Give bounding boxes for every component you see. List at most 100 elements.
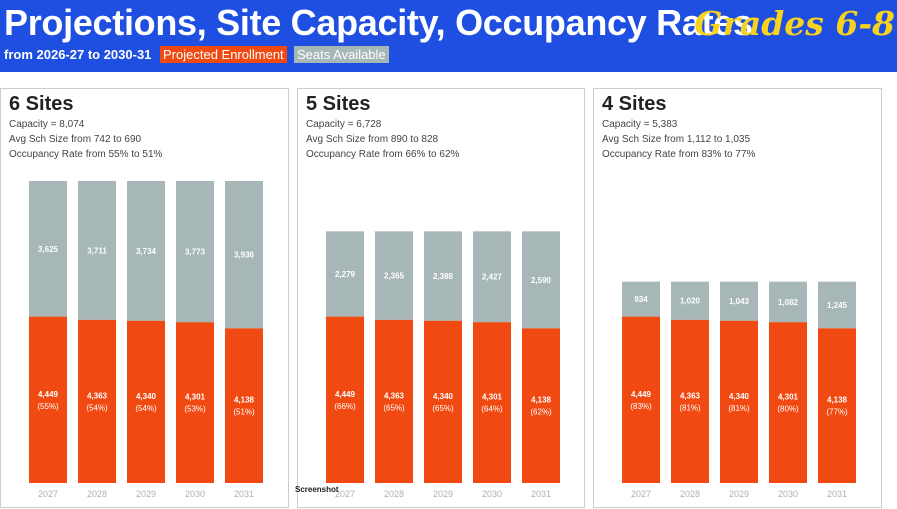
x-tick-label: 2027 — [38, 489, 58, 499]
bar-enrollment — [127, 320, 165, 483]
enrollment-pct-label: (53%) — [184, 405, 206, 414]
seats-value-label: 1,082 — [778, 298, 799, 307]
seats-value-label: 1,245 — [827, 301, 848, 310]
bar-enrollment — [671, 319, 709, 483]
enrollment-value-label: 4,340 — [433, 392, 454, 401]
bar-seats-available — [375, 231, 413, 320]
panel-capacity: Capacity = 6,728 — [306, 119, 382, 130]
seats-value-label: 2,388 — [433, 272, 454, 281]
panel-4-sites: 4 Sites Capacity = 5,383 Avg Sch Size fr… — [593, 88, 882, 508]
legend-seats-available: Seats Available — [294, 46, 389, 63]
enrollment-value-label: 4,449 — [631, 390, 652, 399]
bar-enrollment — [473, 322, 511, 483]
enrollment-pct-label: (81%) — [728, 404, 750, 413]
enrollment-pct-label: (66%) — [334, 402, 356, 411]
panel-occupancy: Occupancy Rate from 55% to 51% — [9, 149, 163, 160]
seats-value-label: 3,711 — [87, 246, 107, 255]
x-tick-label: 2030 — [185, 489, 205, 499]
panel-avg-size: Avg Sch Size from 742 to 690 — [9, 134, 142, 145]
panel-5-sites: 5 Sites Capacity = 6,728 Avg Sch Size fr… — [297, 88, 585, 508]
enrollment-value-label: 4,301 — [778, 393, 799, 402]
enrollment-value-label: 4,138 — [531, 396, 552, 405]
bar-enrollment — [818, 328, 856, 483]
enrollment-pct-label: (55%) — [37, 402, 59, 411]
enrollment-pct-label: (62%) — [530, 408, 552, 417]
x-tick-label: 2031 — [827, 489, 847, 499]
bar-enrollment — [225, 328, 263, 483]
bar-seats-available — [225, 181, 263, 329]
enrollment-value-label: 4,301 — [482, 393, 503, 402]
panel-title: 5 Sites — [306, 93, 371, 115]
bar-enrollment — [29, 316, 67, 483]
x-tick-label: 2027 — [631, 489, 651, 499]
x-tick-label: 2030 — [778, 489, 798, 499]
screenshot-watermark: Screenshot — [295, 485, 339, 494]
x-tick-label: 2029 — [433, 489, 453, 499]
panel-capacity: Capacity = 8,074 — [9, 119, 85, 130]
date-range: from 2026-27 to 2030-31 — [4, 47, 152, 62]
header-banner: Projections, Site Capacity, Occupancy Ra… — [0, 0, 897, 72]
bar-enrollment — [522, 328, 560, 483]
panel-avg-size: Avg Sch Size from 890 to 828 — [306, 134, 439, 145]
bar-seats-available — [78, 181, 116, 320]
bar-seats-available — [522, 231, 560, 329]
chart-6-sites: 3,625 4,449 (55%) 2027 3,711 4,363 (54%) 2028 3,… — [29, 181, 263, 499]
seats-value-label: 2,590 — [531, 276, 552, 285]
enrollment-value-label: 4,363 — [680, 391, 701, 400]
enrollment-value-label: 4,363 — [384, 391, 405, 400]
panel-6-sites: 6 Sites Capacity = 8,074 Avg Sch Size fr… — [0, 88, 289, 508]
seats-value-label: 934 — [634, 295, 648, 304]
bar-enrollment — [326, 316, 364, 483]
x-tick-label: 2030 — [482, 489, 502, 499]
bar-enrollment — [769, 322, 807, 483]
chart-5-sites: 2,279 4,449 (66%) 2027 2,365 4,363 (65%) 2028 2,… — [326, 231, 560, 499]
x-tick-label: 2031 — [234, 489, 254, 499]
seats-value-label: 2,365 — [384, 272, 405, 281]
bar-seats-available — [424, 231, 462, 321]
page-title: Projections, Site Capacity, Occupancy Ra… — [4, 2, 753, 43]
grades-label: Grades 6-8 — [694, 4, 895, 43]
bar-seats-available — [127, 181, 165, 321]
enrollment-value-label: 4,363 — [87, 391, 108, 400]
enrollment-pct-label: (83%) — [630, 402, 652, 411]
enrollment-pct-label: (81%) — [679, 403, 701, 412]
bar-seats-available — [473, 231, 511, 323]
bar-enrollment — [622, 316, 660, 483]
bar-enrollment — [375, 319, 413, 483]
seats-value-label: 1,043 — [729, 297, 750, 306]
bar-seats-available — [326, 231, 364, 317]
bar-seats-available — [176, 181, 214, 323]
x-tick-label: 2029 — [136, 489, 156, 499]
enrollment-pct-label: (54%) — [135, 404, 157, 413]
x-tick-label: 2031 — [531, 489, 551, 499]
enrollment-pct-label: (65%) — [432, 404, 454, 413]
panel-occupancy: Occupancy Rate from 66% to 62% — [306, 149, 460, 160]
enrollment-pct-label: (64%) — [481, 405, 503, 414]
enrollment-pct-label: (80%) — [777, 405, 799, 414]
x-tick-label: 2029 — [729, 489, 749, 499]
enrollment-value-label: 4,449 — [335, 390, 356, 399]
chart-4-sites: 934 4,449 (83%) 2027 1,020 4,363 (81%) 2028 1,04… — [622, 281, 856, 499]
bar-seats-available — [29, 181, 67, 317]
enrollment-value-label: 4,340 — [729, 392, 750, 401]
bar-seats-available — [671, 281, 709, 320]
seats-value-label: 3,625 — [38, 245, 59, 254]
bar-enrollment — [720, 320, 758, 483]
enrollment-value-label: 4,138 — [234, 396, 255, 405]
bar-enrollment — [78, 319, 116, 483]
enrollment-value-label: 4,449 — [38, 390, 59, 399]
panel-capacity: Capacity = 5,383 — [602, 119, 678, 130]
x-tick-label: 2028 — [680, 489, 700, 499]
enrollment-pct-label: (51%) — [233, 408, 255, 417]
seats-value-label: 2,279 — [335, 270, 356, 279]
seats-value-label: 3,734 — [136, 247, 157, 256]
enrollment-pct-label: (54%) — [86, 403, 108, 412]
seats-value-label: 2,427 — [482, 273, 503, 282]
bar-seats-available — [720, 281, 758, 321]
seats-value-label: 1,020 — [680, 297, 701, 306]
bar-seats-available — [622, 281, 660, 317]
x-tick-label: 2028 — [384, 489, 404, 499]
enrollment-value-label: 4,340 — [136, 392, 157, 401]
x-tick-label: 2027 — [335, 489, 355, 499]
panel-avg-size: Avg Sch Size from 1,112 to 1,035 — [602, 134, 751, 145]
